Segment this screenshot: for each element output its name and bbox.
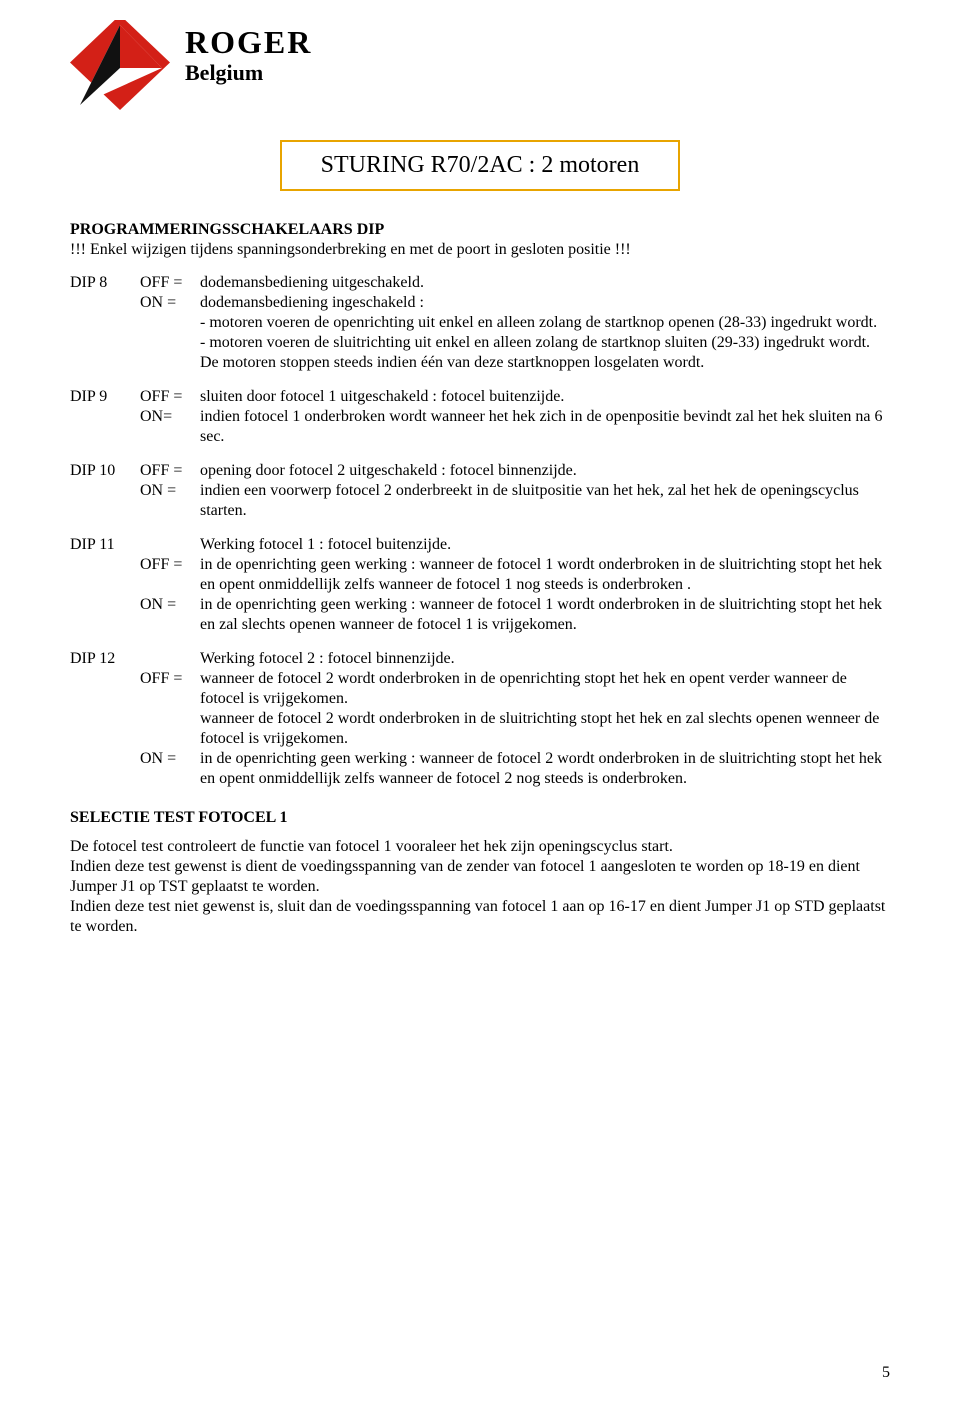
dip12-off-label: OFF = bbox=[140, 669, 200, 749]
section1-heading: PROGRAMMERINGSSCHAKELAARS DIP bbox=[70, 221, 890, 239]
dip8-on-text1: dodemansbediening ingeschakeld : bbox=[200, 293, 890, 313]
dip11-label: DIP 11 bbox=[70, 535, 140, 635]
dip10-on-label: ON = bbox=[140, 481, 200, 521]
dip10-on-text: indien een voorwerp fotocel 2 onderbreek… bbox=[200, 481, 890, 521]
dip12-block: DIP 12 Werking fotocel 2 : fotocel binne… bbox=[70, 649, 890, 789]
logo-text: ROGER Belgium bbox=[185, 20, 312, 86]
dip10-label: DIP 10 bbox=[70, 461, 140, 521]
dip9-label: DIP 9 bbox=[70, 387, 140, 447]
dip8-on-text3: - motoren voeren de sluitrichting uit en… bbox=[200, 333, 890, 353]
page-title: STURING R70/2AC : 2 motoren bbox=[321, 152, 640, 178]
dip12-head-text: Werking fotocel 2 : fotocel binnenzijde. bbox=[200, 649, 890, 669]
section2-p2: Indien deze test gewenst is dient de voe… bbox=[70, 857, 890, 897]
dip9-on-text: indien fotocel 1 onderbroken wordt wanne… bbox=[200, 407, 890, 447]
dip11-block: DIP 11 Werking fotocel 1 : fotocel buite… bbox=[70, 535, 890, 635]
section2-p3: Indien deze test niet gewenst is, sluit … bbox=[70, 897, 890, 937]
logo-sub: Belgium bbox=[185, 60, 312, 86]
dip8-label: DIP 8 bbox=[70, 273, 140, 373]
dip8-on-label: ON = bbox=[140, 293, 200, 373]
dip8-off-label: OFF = bbox=[140, 273, 200, 293]
dip12-off-text2: wanneer de fotocel 2 wordt onderbroken i… bbox=[200, 709, 890, 749]
dip10-block: DIP 10 OFF = opening door fotocel 2 uitg… bbox=[70, 461, 890, 521]
dip12-head-spacer bbox=[140, 649, 200, 669]
title-box: STURING R70/2AC : 2 motoren bbox=[280, 140, 680, 191]
dip8-on-text2: - motoren voeren de openrichting uit enk… bbox=[200, 313, 890, 333]
page-number: 5 bbox=[882, 1364, 890, 1382]
page: ROGER Belgium STURING R70/2AC : 2 motore… bbox=[0, 0, 960, 1402]
dip11-on-text: in de openrichting geen werking : wannee… bbox=[200, 595, 890, 635]
dip12-off-text1: wanneer de fotocel 2 wordt onderbroken i… bbox=[200, 669, 890, 709]
dip12-on-text: in de openrichting geen werking : wannee… bbox=[200, 749, 890, 789]
dip9-off-text: sluiten door fotocel 1 uitgeschakeld : f… bbox=[200, 387, 890, 407]
logo-name: ROGER bbox=[185, 26, 312, 58]
dip11-off-text: in de openrichting geen werking : wannee… bbox=[200, 555, 890, 595]
dip8-on-text4: De motoren stoppen steeds indien één van… bbox=[200, 353, 890, 373]
dip9-on-label: ON= bbox=[140, 407, 200, 447]
section2-heading: SELECTIE TEST FOTOCEL 1 bbox=[70, 809, 890, 827]
dip9-off-label: OFF = bbox=[140, 387, 200, 407]
dip11-off-label: OFF = bbox=[140, 555, 200, 595]
logo-block: ROGER Belgium bbox=[70, 20, 890, 110]
dip10-off-label: OFF = bbox=[140, 461, 200, 481]
dip9-block: DIP 9 OFF = sluiten door fotocel 1 uitge… bbox=[70, 387, 890, 447]
logo-icon bbox=[70, 20, 170, 110]
dip12-on-label: ON = bbox=[140, 749, 200, 789]
dip10-off-text: opening door fotocel 2 uitgeschakeld : f… bbox=[200, 461, 890, 481]
dip12-label: DIP 12 bbox=[70, 649, 140, 789]
dip11-head-text: Werking fotocel 1 : fotocel buitenzijde. bbox=[200, 535, 890, 555]
dip11-head-spacer bbox=[140, 535, 200, 555]
dip11-on-label: ON = bbox=[140, 595, 200, 635]
section1-subnote: !!! Enkel wijzigen tijdens spanningsonde… bbox=[70, 241, 890, 259]
dip8-off-text: dodemansbediening uitgeschakeld. bbox=[200, 273, 890, 293]
section2-p1: De fotocel test controleert de functie v… bbox=[70, 837, 890, 857]
dip8-block: DIP 8 OFF = dodemansbediening uitgeschak… bbox=[70, 273, 890, 373]
